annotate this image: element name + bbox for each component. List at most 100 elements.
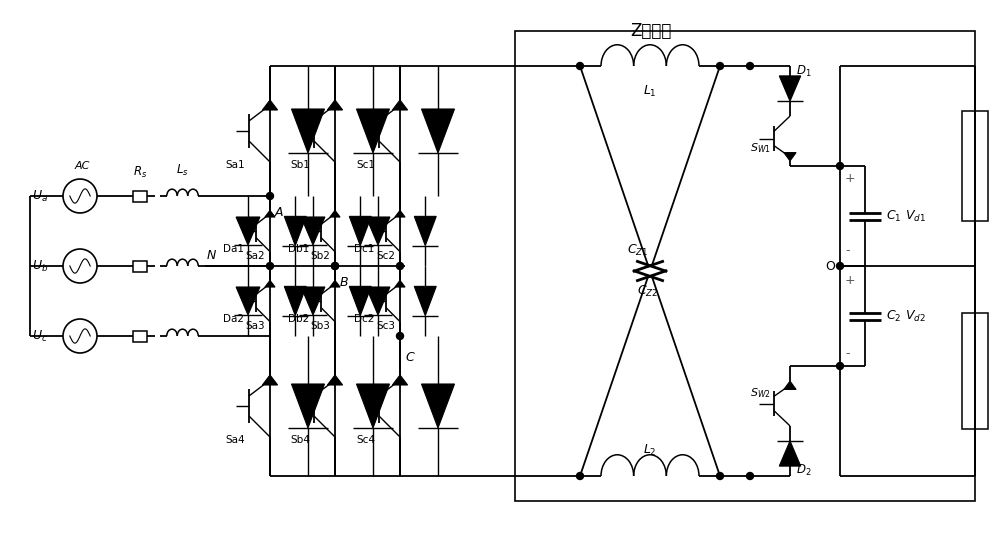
Circle shape bbox=[746, 473, 754, 480]
Polygon shape bbox=[330, 280, 340, 287]
Polygon shape bbox=[236, 287, 260, 315]
Text: Da1: Da1 bbox=[223, 244, 244, 254]
Polygon shape bbox=[784, 153, 796, 161]
Bar bbox=[962, 111, 988, 221]
Polygon shape bbox=[356, 109, 389, 153]
Text: +: + bbox=[845, 172, 856, 184]
Text: Z源网络: Z源网络 bbox=[630, 22, 671, 40]
Polygon shape bbox=[356, 384, 389, 428]
Polygon shape bbox=[422, 384, 454, 428]
Text: $S_{W1}$: $S_{W1}$ bbox=[750, 142, 771, 155]
Text: Sb2: Sb2 bbox=[310, 251, 330, 260]
Polygon shape bbox=[301, 287, 325, 315]
Circle shape bbox=[266, 192, 274, 199]
Polygon shape bbox=[392, 375, 408, 385]
Polygon shape bbox=[330, 211, 340, 217]
Text: $C_{Z1}$: $C_{Z1}$ bbox=[627, 243, 649, 258]
Polygon shape bbox=[284, 286, 306, 316]
Text: AC: AC bbox=[75, 161, 90, 171]
Text: Sb1: Sb1 bbox=[290, 160, 310, 170]
Text: $N$: $N$ bbox=[206, 249, 217, 262]
Polygon shape bbox=[366, 287, 390, 315]
Text: Db2: Db2 bbox=[288, 314, 309, 324]
Text: Sc2: Sc2 bbox=[376, 251, 395, 260]
Bar bbox=[133, 190, 147, 202]
Text: $D_2$: $D_2$ bbox=[796, 463, 811, 478]
Text: $U_c$: $U_c$ bbox=[32, 329, 48, 344]
Circle shape bbox=[836, 162, 844, 169]
Circle shape bbox=[746, 63, 754, 70]
Text: B: B bbox=[340, 276, 349, 289]
Text: $S_{W2}$: $S_{W2}$ bbox=[750, 386, 771, 400]
Polygon shape bbox=[414, 217, 436, 245]
Text: Sb4: Sb4 bbox=[290, 435, 310, 445]
Text: $L_s$: $L_s$ bbox=[176, 163, 189, 178]
Text: Sa4: Sa4 bbox=[225, 435, 245, 445]
Circle shape bbox=[716, 473, 724, 480]
Text: -: - bbox=[845, 347, 850, 361]
Polygon shape bbox=[779, 441, 801, 466]
Polygon shape bbox=[262, 100, 278, 110]
Polygon shape bbox=[366, 217, 390, 245]
Polygon shape bbox=[327, 100, 343, 110]
Circle shape bbox=[576, 473, 584, 480]
Polygon shape bbox=[236, 217, 260, 245]
Text: Db1: Db1 bbox=[288, 244, 309, 254]
Bar bbox=[133, 260, 147, 272]
Polygon shape bbox=[284, 217, 306, 245]
Text: $U_a$: $U_a$ bbox=[32, 189, 48, 204]
Circle shape bbox=[576, 63, 584, 70]
Text: $C_2$: $C_2$ bbox=[886, 308, 901, 324]
Text: Sc4: Sc4 bbox=[356, 435, 375, 445]
Text: Sc1: Sc1 bbox=[356, 160, 375, 170]
Polygon shape bbox=[301, 217, 325, 245]
Polygon shape bbox=[349, 217, 371, 245]
Text: C: C bbox=[405, 351, 414, 364]
Bar bbox=[133, 331, 147, 341]
Polygon shape bbox=[395, 280, 405, 287]
Polygon shape bbox=[292, 384, 324, 428]
Text: A: A bbox=[275, 206, 284, 219]
Text: Sc3: Sc3 bbox=[376, 321, 395, 331]
Text: $R_s$: $R_s$ bbox=[133, 165, 147, 180]
Text: Sb3: Sb3 bbox=[310, 321, 330, 331]
Text: $D_1$: $D_1$ bbox=[796, 64, 812, 79]
Circle shape bbox=[332, 263, 338, 270]
Text: $L_2$: $L_2$ bbox=[643, 443, 657, 458]
Polygon shape bbox=[265, 280, 275, 287]
Circle shape bbox=[716, 63, 724, 70]
Polygon shape bbox=[262, 375, 278, 385]
Text: +: + bbox=[845, 274, 856, 287]
Polygon shape bbox=[414, 286, 436, 316]
Text: Dc2: Dc2 bbox=[354, 314, 374, 324]
Polygon shape bbox=[327, 375, 343, 385]
Text: -: - bbox=[845, 244, 850, 257]
Text: Sa1: Sa1 bbox=[225, 160, 245, 170]
Text: $U_b$: $U_b$ bbox=[32, 258, 48, 273]
Polygon shape bbox=[779, 76, 801, 101]
Circle shape bbox=[396, 263, 404, 270]
Polygon shape bbox=[395, 211, 405, 217]
Polygon shape bbox=[292, 109, 324, 153]
Text: $V_{d1}$: $V_{d1}$ bbox=[905, 209, 926, 224]
Polygon shape bbox=[784, 381, 796, 390]
Text: $C_{Z2}$: $C_{Z2}$ bbox=[637, 284, 659, 300]
Circle shape bbox=[332, 263, 338, 270]
Text: O: O bbox=[825, 259, 835, 272]
Polygon shape bbox=[265, 211, 275, 217]
Text: Sa3: Sa3 bbox=[245, 321, 265, 331]
Polygon shape bbox=[422, 109, 454, 153]
Text: Dc1: Dc1 bbox=[354, 244, 374, 254]
Polygon shape bbox=[349, 286, 371, 316]
Text: Da2: Da2 bbox=[223, 314, 244, 324]
Bar bbox=[962, 313, 988, 429]
Circle shape bbox=[836, 362, 844, 369]
Circle shape bbox=[396, 332, 404, 339]
Circle shape bbox=[266, 263, 274, 270]
Text: $C_1$: $C_1$ bbox=[886, 209, 901, 224]
Text: $V_{d2}$: $V_{d2}$ bbox=[905, 308, 926, 324]
Circle shape bbox=[836, 263, 844, 270]
Text: $L_1$: $L_1$ bbox=[643, 84, 657, 99]
Text: Sa2: Sa2 bbox=[245, 251, 265, 260]
Polygon shape bbox=[392, 100, 408, 110]
